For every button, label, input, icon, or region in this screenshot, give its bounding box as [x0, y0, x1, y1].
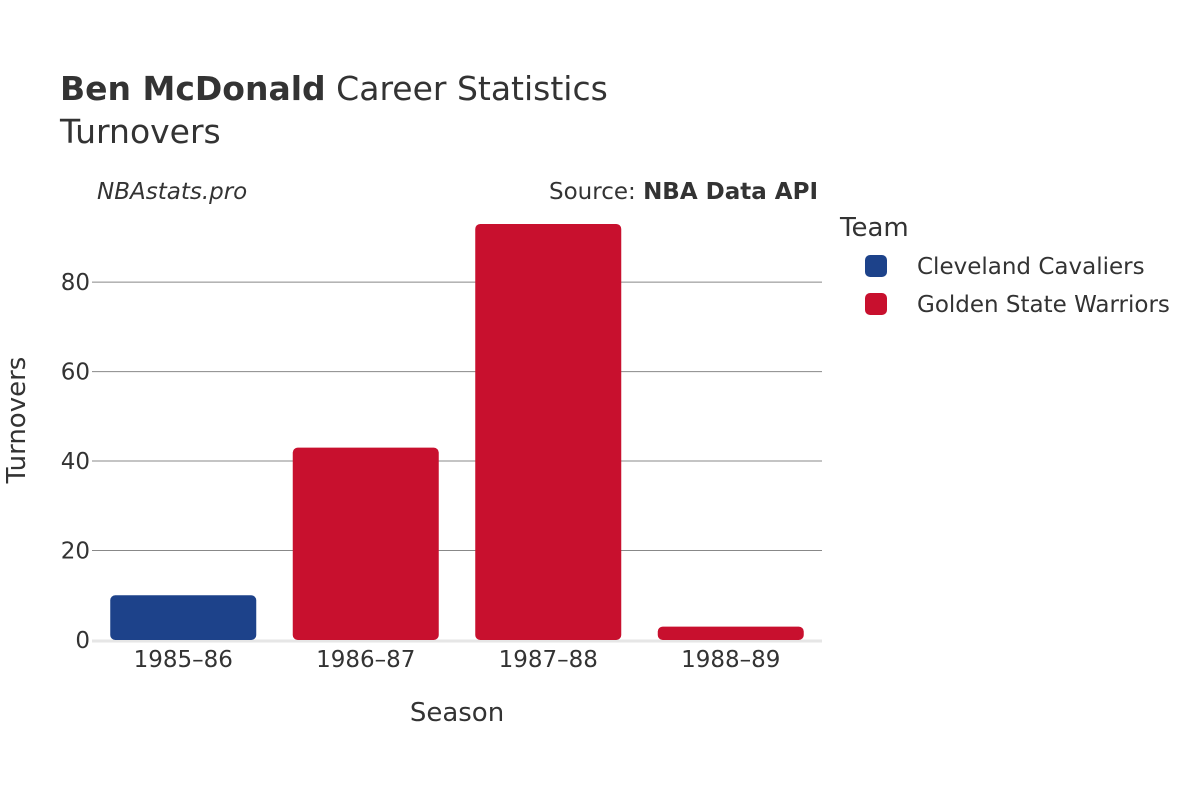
chart-title-rest: Career Statistics [326, 69, 608, 108]
x-axis-label: Season [410, 698, 504, 728]
chart-title-player: Ben McDonald [60, 69, 326, 108]
legend-title: Team [839, 213, 909, 243]
gridlines [92, 281, 822, 643]
bar[interactable] [657, 626, 804, 640]
x-tick-label: 1987–88 [499, 647, 598, 673]
y-tick-label: 0 [75, 628, 90, 654]
chart-subtitle: Turnovers [59, 112, 221, 151]
bar[interactable] [110, 595, 257, 640]
y-tick-label: 20 [61, 539, 90, 565]
legend: Cleveland Cavaliers Golden State Warriors [865, 254, 1170, 318]
y-tick-label: 80 [61, 270, 90, 296]
bar[interactable] [292, 447, 439, 640]
x-tick-label: 1986–87 [316, 647, 415, 673]
y-tick-label: 60 [61, 360, 90, 386]
y-tick-label: 40 [61, 449, 90, 475]
y-axis-label: Turnovers [2, 357, 32, 485]
source-name: NBA Data API [643, 179, 818, 205]
chart-title: Ben McDonald Career Statistics [60, 69, 608, 108]
legend-swatch[interactable] [865, 255, 887, 277]
legend-swatch[interactable] [865, 293, 887, 315]
x-tick-label: 1985–86 [134, 647, 233, 673]
source-prefix: Source: [549, 179, 643, 205]
legend-item-label[interactable]: Cleveland Cavaliers [917, 254, 1145, 280]
bar[interactable] [475, 223, 622, 640]
y-axis-ticks: 0 20 40 60 80 [61, 270, 90, 654]
x-axis-ticks: 1985–86 1986–87 1987–88 1988–89 [134, 647, 781, 673]
x-tick-label: 1988–89 [681, 647, 780, 673]
source-credit: Source: NBA Data API [549, 179, 818, 205]
bars [110, 223, 804, 640]
watermark: NBAstats.pro [97, 179, 247, 205]
legend-item-label[interactable]: Golden State Warriors [917, 292, 1170, 318]
